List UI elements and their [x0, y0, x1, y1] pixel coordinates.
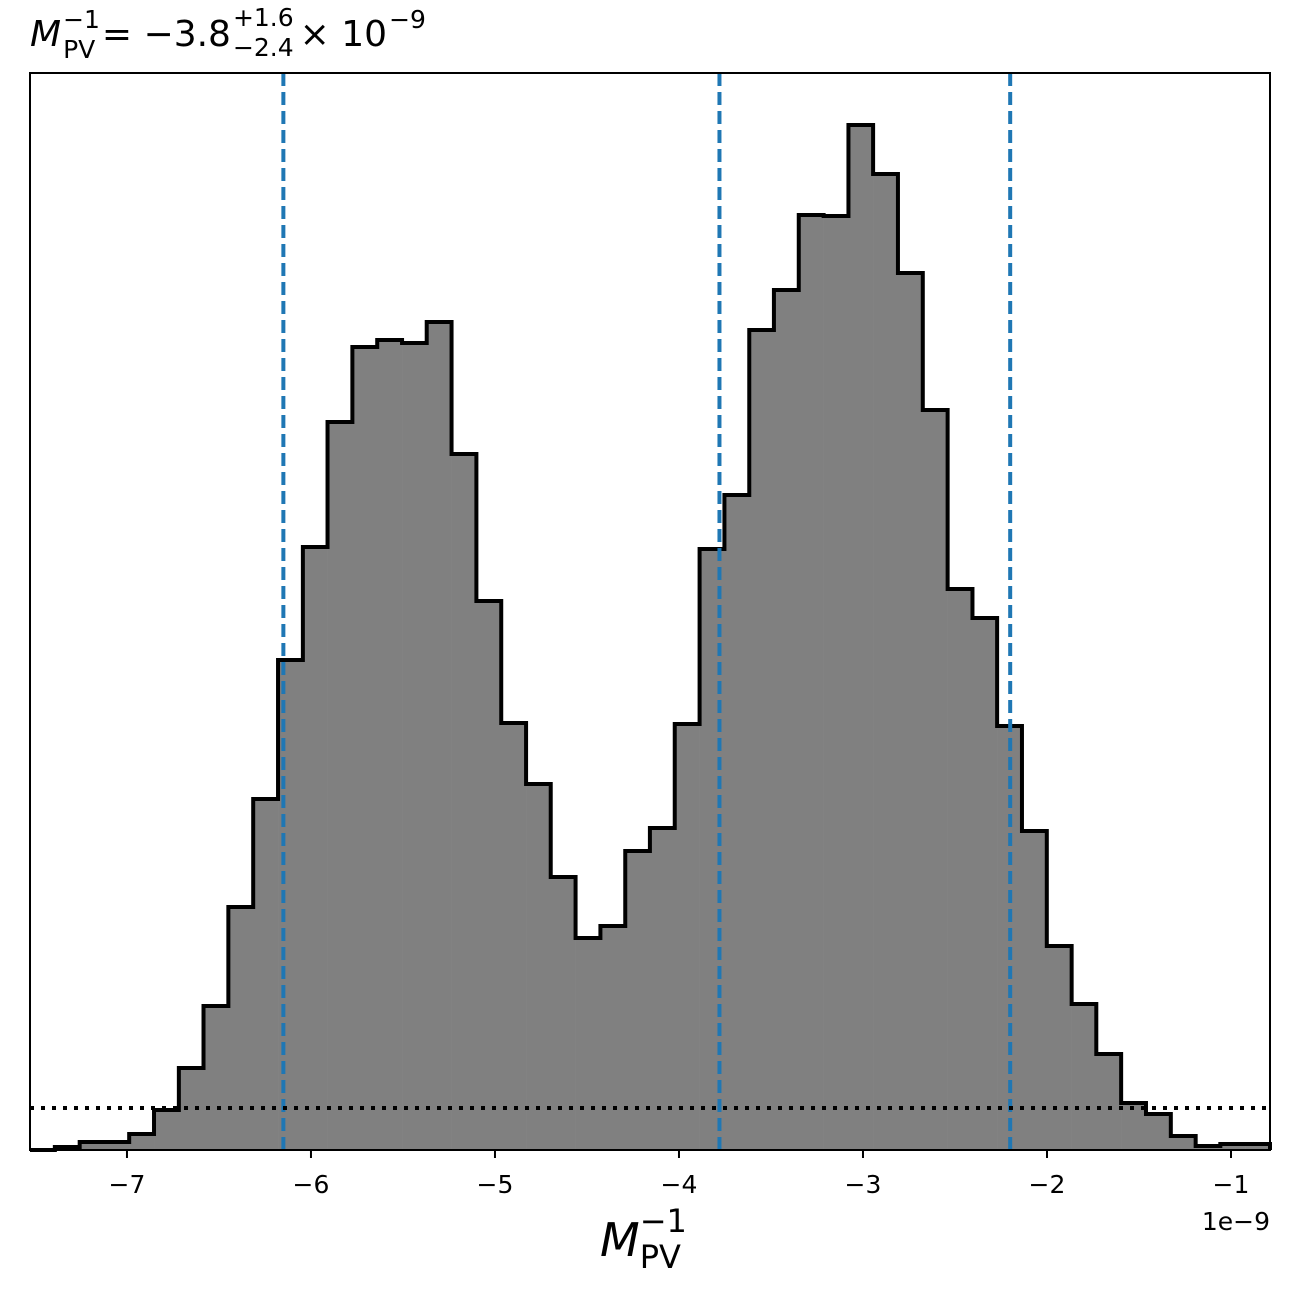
bar — [129, 1134, 155, 1150]
title-lower: −2.4 — [233, 33, 294, 62]
bar — [154, 1110, 180, 1150]
bar — [773, 290, 800, 1150]
x-tick-label: −6 — [293, 1170, 330, 1199]
title-value: = −3.8 — [102, 14, 231, 55]
x-tick-label: −3 — [845, 1170, 882, 1199]
title-sub: PV — [63, 35, 95, 64]
bar — [1121, 1103, 1147, 1150]
x-label-sub: PV — [640, 1238, 681, 1276]
bar — [1170, 1136, 1196, 1150]
histogram-outline — [30, 123, 1272, 1152]
bar — [426, 322, 452, 1150]
bar — [402, 343, 428, 1150]
bar — [501, 723, 527, 1150]
x-tick-label: −2 — [1029, 1170, 1066, 1199]
bar — [352, 347, 378, 1150]
bar — [575, 938, 601, 1150]
bar — [1220, 1144, 1246, 1150]
bar — [327, 422, 353, 1150]
x-tick-label: −7 — [109, 1170, 146, 1199]
title-upper: +1.6 — [233, 3, 294, 32]
bar — [873, 174, 899, 1150]
x-axis-label: MPV−1 — [600, 1202, 687, 1276]
bar — [1046, 946, 1072, 1150]
x-tick-label: −5 — [477, 1170, 514, 1199]
x-tick-label: −4 — [661, 1170, 698, 1199]
bar — [253, 799, 279, 1150]
bar — [526, 784, 552, 1150]
bar — [79, 1142, 105, 1150]
bar — [302, 547, 328, 1150]
bar — [377, 340, 403, 1150]
offset-label: 1e−9 — [1202, 1207, 1270, 1236]
bar — [724, 495, 750, 1150]
bar — [228, 907, 254, 1150]
bar — [649, 828, 676, 1150]
title-times: × 10 — [300, 14, 387, 55]
bar — [1021, 831, 1048, 1150]
bar — [1071, 1004, 1097, 1150]
bar — [104, 1142, 130, 1150]
bar — [674, 724, 700, 1150]
bar — [848, 125, 874, 1150]
bar — [278, 660, 304, 1150]
bar — [798, 215, 824, 1150]
bar — [1245, 1144, 1271, 1150]
bar — [178, 1068, 204, 1150]
x-label-sup: −1 — [640, 1202, 687, 1240]
bar — [1145, 1114, 1172, 1150]
bar — [947, 589, 973, 1150]
title-symbol: M — [30, 14, 61, 55]
bar — [897, 273, 924, 1150]
bar — [203, 1006, 229, 1150]
bar — [922, 410, 948, 1150]
bar — [1096, 1054, 1122, 1150]
title-exponent: −9 — [389, 5, 426, 34]
bar — [476, 601, 502, 1150]
axes-frame — [29, 72, 1271, 1151]
bar — [823, 216, 849, 1150]
bar — [550, 877, 576, 1150]
x-tick-label: −1 — [1213, 1170, 1250, 1199]
bar — [972, 618, 998, 1150]
bar — [451, 454, 477, 1150]
bar — [625, 851, 651, 1150]
x-label-symbol: M — [600, 1213, 640, 1267]
bar — [749, 330, 775, 1150]
bar — [600, 926, 626, 1150]
bar — [699, 549, 725, 1150]
title-sup: −1 — [63, 5, 100, 34]
